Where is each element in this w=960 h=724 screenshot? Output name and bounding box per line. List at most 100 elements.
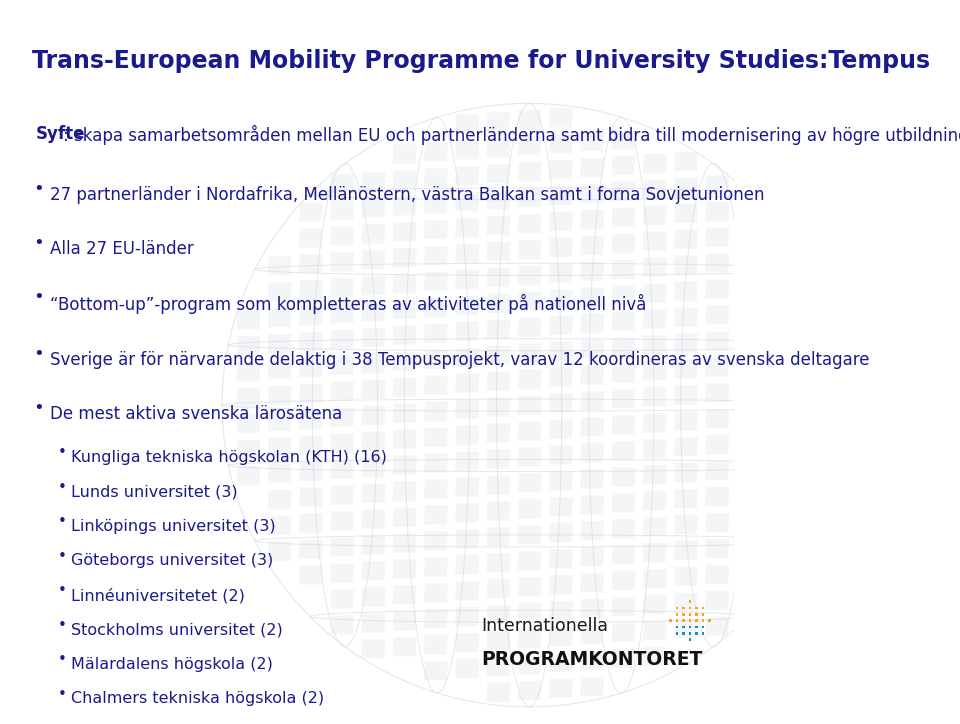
Polygon shape <box>580 625 604 644</box>
Polygon shape <box>612 234 636 253</box>
Polygon shape <box>736 303 760 322</box>
Polygon shape <box>674 515 698 534</box>
Polygon shape <box>549 419 573 439</box>
Polygon shape <box>424 479 448 499</box>
Polygon shape <box>674 489 698 508</box>
Polygon shape <box>688 626 691 628</box>
Polygon shape <box>455 426 479 445</box>
Polygon shape <box>330 589 354 608</box>
Polygon shape <box>549 549 573 568</box>
Text: •: • <box>58 549 66 564</box>
Polygon shape <box>642 232 666 251</box>
Polygon shape <box>393 404 417 423</box>
Polygon shape <box>361 198 385 217</box>
Polygon shape <box>517 214 541 233</box>
Polygon shape <box>330 304 354 323</box>
Polygon shape <box>612 649 636 668</box>
Polygon shape <box>455 218 479 237</box>
Polygon shape <box>393 481 417 501</box>
Polygon shape <box>517 136 541 156</box>
Polygon shape <box>612 467 636 487</box>
Polygon shape <box>455 296 479 315</box>
Polygon shape <box>487 631 511 650</box>
Polygon shape <box>642 387 666 406</box>
Polygon shape <box>612 208 636 227</box>
Polygon shape <box>268 282 292 301</box>
Polygon shape <box>674 308 698 327</box>
Polygon shape <box>702 613 705 615</box>
Polygon shape <box>706 332 730 350</box>
Polygon shape <box>517 240 541 259</box>
Polygon shape <box>330 408 354 427</box>
Text: Linnéuniversitetet (2): Linnéuniversitetet (2) <box>71 588 245 603</box>
Polygon shape <box>393 352 417 371</box>
Polygon shape <box>706 409 730 429</box>
Polygon shape <box>736 485 760 504</box>
Polygon shape <box>330 460 354 479</box>
Polygon shape <box>642 180 666 199</box>
Polygon shape <box>580 573 604 592</box>
Polygon shape <box>299 513 323 533</box>
Polygon shape <box>799 325 823 345</box>
Polygon shape <box>612 623 636 642</box>
Polygon shape <box>736 277 760 297</box>
Polygon shape <box>702 632 705 634</box>
Polygon shape <box>706 435 730 454</box>
Polygon shape <box>580 236 604 255</box>
Polygon shape <box>706 279 730 298</box>
Polygon shape <box>487 501 511 521</box>
Polygon shape <box>299 254 323 274</box>
Polygon shape <box>330 615 354 634</box>
Polygon shape <box>455 244 479 263</box>
Polygon shape <box>424 661 448 680</box>
Polygon shape <box>487 112 511 132</box>
Polygon shape <box>236 362 260 382</box>
Polygon shape <box>299 410 323 429</box>
Polygon shape <box>487 605 511 624</box>
Polygon shape <box>674 593 698 612</box>
Polygon shape <box>768 250 792 269</box>
Polygon shape <box>580 262 604 281</box>
Polygon shape <box>580 392 604 411</box>
Polygon shape <box>549 445 573 465</box>
Polygon shape <box>695 632 698 634</box>
Polygon shape <box>549 290 573 309</box>
Text: 27 partnerländer i Nordafrika, Mellänöstern, västra Balkan samt i forna Sovjetun: 27 partnerländer i Nordafrika, Mellänöst… <box>50 186 764 204</box>
Polygon shape <box>424 298 448 317</box>
Polygon shape <box>455 167 479 185</box>
Polygon shape <box>517 266 541 285</box>
Polygon shape <box>706 227 730 247</box>
Polygon shape <box>517 395 541 415</box>
Polygon shape <box>268 542 292 560</box>
Text: •: • <box>58 480 66 494</box>
Polygon shape <box>455 400 479 418</box>
Polygon shape <box>487 579 511 598</box>
Polygon shape <box>393 560 417 578</box>
Polygon shape <box>393 611 417 631</box>
Polygon shape <box>580 340 604 358</box>
Polygon shape <box>424 246 448 265</box>
Polygon shape <box>487 371 511 391</box>
Polygon shape <box>549 627 573 646</box>
Polygon shape <box>799 403 823 422</box>
Polygon shape <box>299 332 323 351</box>
Polygon shape <box>580 469 604 489</box>
Polygon shape <box>768 483 792 502</box>
Polygon shape <box>487 346 511 365</box>
Polygon shape <box>580 132 604 151</box>
Polygon shape <box>580 210 604 229</box>
Polygon shape <box>736 433 760 452</box>
Polygon shape <box>580 366 604 384</box>
Polygon shape <box>768 535 792 554</box>
Polygon shape <box>612 442 636 460</box>
Polygon shape <box>768 379 792 398</box>
Polygon shape <box>549 342 573 361</box>
Polygon shape <box>736 382 760 400</box>
Polygon shape <box>642 206 666 225</box>
Polygon shape <box>455 503 479 523</box>
Polygon shape <box>330 174 354 193</box>
Polygon shape <box>736 563 760 582</box>
Polygon shape <box>642 335 666 355</box>
Text: Linköpings universitet (3): Linköpings universitet (3) <box>71 518 276 534</box>
Polygon shape <box>455 374 479 393</box>
